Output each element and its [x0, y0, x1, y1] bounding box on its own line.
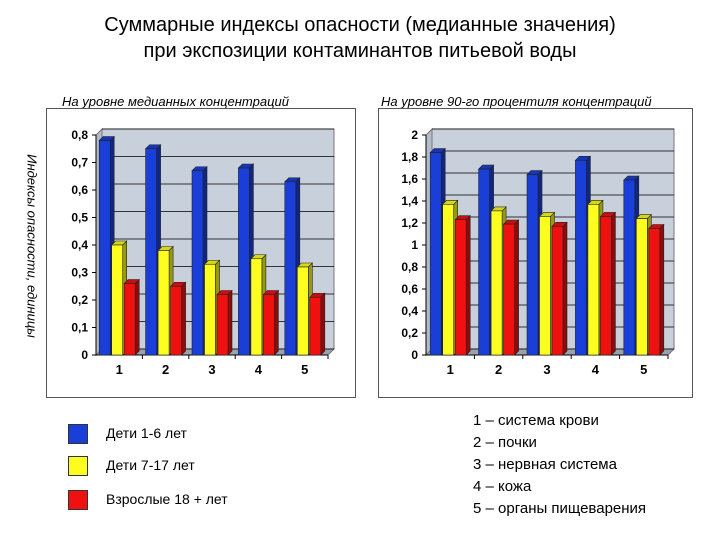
bar	[442, 204, 454, 356]
bar	[587, 204, 600, 356]
y-tick-label: 2	[411, 128, 418, 142]
system-item-4: 4 – кожа	[473, 478, 532, 495]
bar	[170, 285, 182, 356]
bar	[478, 168, 490, 356]
bar	[551, 226, 564, 356]
bar	[635, 218, 648, 356]
bar	[454, 219, 467, 356]
bar-side	[465, 214, 471, 356]
left-bar-chart: 0 0,1 0,2 0,3 0,4 0,5 0,6 0,7 0,8 1 2 3 4 5	[46, 108, 356, 398]
bar	[204, 263, 216, 356]
legend-label: Взрослые 18 + лет	[106, 491, 228, 507]
bar	[490, 210, 503, 356]
x-tick-label: 5	[640, 362, 647, 377]
y-tick-label: 0,5	[71, 211, 88, 225]
bar	[263, 294, 275, 356]
y-tick-label: 1,6	[401, 172, 418, 186]
y-tick-label: 0,3	[71, 266, 88, 280]
y-tick-label: 1,8	[401, 150, 418, 164]
y-tick-label: 0,1	[71, 321, 88, 335]
x-tick-label: 2	[162, 362, 169, 377]
bar	[575, 159, 587, 356]
bar	[250, 258, 263, 356]
y-tick-label: 1,4	[401, 194, 418, 208]
x-tick-label: 3	[543, 362, 550, 377]
bar	[145, 148, 157, 356]
bar-side	[181, 281, 186, 356]
x-tick-label: 2	[495, 362, 502, 377]
y-tick-label: 0,2	[71, 293, 88, 307]
y-axis-label-text: Индексы опасности, единицы	[24, 154, 40, 338]
y-tick-label: 1	[411, 238, 418, 252]
x-tick-label: 5	[301, 362, 308, 377]
y-tick-label: 0,8	[71, 128, 88, 142]
right-bar-chart: 0 0,2 0,4 0,6 0,8 1 1,2 1,4 1,6 1,8 2 1 2 3 4 5	[378, 108, 693, 398]
systems-key: 1 – система крови 2 – почки 3 – нервная …	[473, 410, 646, 520]
bar	[309, 296, 322, 356]
system-item-3: 3 – нервная система	[473, 456, 617, 473]
legend-swatch-blue	[68, 424, 88, 444]
y-tick-label: 1,2	[401, 216, 418, 230]
x-tick-label: 1	[447, 362, 454, 377]
bar-side	[514, 219, 519, 356]
legend-swatch-yellow	[68, 456, 88, 476]
system-item-5: 5 – органы пищеварения	[473, 500, 647, 517]
bar-side	[562, 221, 568, 356]
legend-label: Дети 1-6 лет	[106, 425, 187, 441]
bar	[284, 181, 297, 356]
bar	[503, 223, 515, 356]
bar-side	[611, 211, 616, 356]
y-tick-label: 0	[81, 348, 88, 362]
title-line-1: Суммарные индексы опасности (медианные з…	[104, 14, 616, 36]
page-title: Суммарные индексы опасности (медианные з…	[0, 12, 720, 64]
x-tick-label: 4	[255, 362, 263, 377]
bar	[191, 170, 204, 356]
system-item-2: 2 – почки	[473, 434, 537, 451]
right-chart-subtitle: На уровне 90-го процентиля концентраций	[381, 94, 652, 109]
system-item-1: 1 – система крови	[473, 412, 599, 429]
bar	[98, 140, 111, 356]
bar	[123, 283, 136, 356]
bar	[623, 179, 636, 356]
bar	[111, 244, 123, 356]
bar	[238, 167, 250, 356]
y-tick-label: 0	[411, 348, 418, 362]
y-tick-label: 0,2	[401, 326, 418, 340]
bar	[539, 216, 551, 356]
bar-side	[274, 289, 279, 356]
legend-label: Дети 7-17 лет	[106, 457, 195, 473]
y-tick-label: 0,4	[71, 238, 88, 252]
legend-swatch-red	[68, 490, 88, 510]
x-tick-label: 1	[116, 362, 123, 377]
bar-side	[659, 223, 665, 356]
bar-side	[320, 292, 326, 356]
left-chart-subtitle: На уровне медианных концентраций	[62, 94, 289, 109]
bar	[216, 294, 229, 356]
y-tick-label: 0,6	[71, 183, 88, 197]
bar	[648, 228, 661, 356]
x-tick-label: 4	[592, 362, 600, 377]
bar-side	[134, 278, 140, 356]
x-tick-label: 3	[208, 362, 215, 377]
y-tick-label: 0,7	[71, 156, 88, 170]
bar	[297, 266, 309, 356]
y-tick-label: 0,6	[401, 282, 418, 296]
bar	[157, 250, 170, 356]
y-tick-label: 0,8	[401, 260, 418, 274]
bar-side	[227, 289, 233, 356]
bar	[429, 152, 442, 356]
bar	[526, 174, 539, 356]
y-tick-label: 0,4	[401, 304, 418, 318]
bar	[600, 216, 612, 356]
title-line-2: при экспозиции контаминантов питьевой во…	[143, 40, 577, 62]
